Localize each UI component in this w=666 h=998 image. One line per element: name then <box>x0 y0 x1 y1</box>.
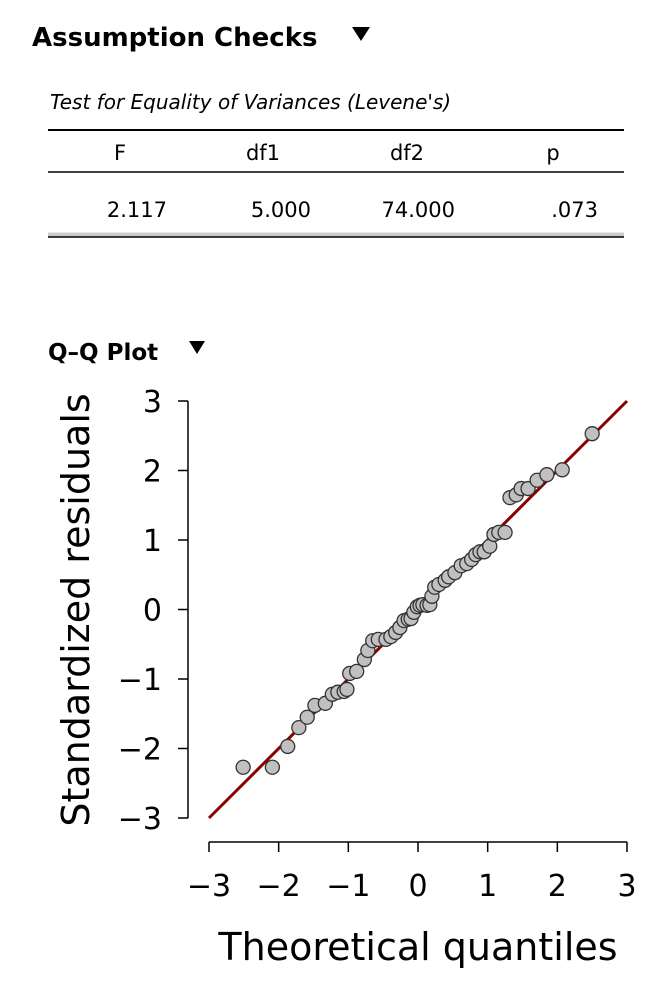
y-tick-label: 3 <box>143 385 162 420</box>
point <box>349 663 365 680</box>
point <box>584 426 600 442</box>
table-cell: .073 <box>551 198 598 222</box>
x-tick-label: −1 <box>326 869 370 904</box>
y-tick-label: −2 <box>118 733 162 768</box>
column-header: df1 <box>246 141 280 165</box>
section-title: Assumption Checks <box>32 23 317 53</box>
point <box>539 467 555 483</box>
dropdown-toggle[interactable] <box>352 27 370 41</box>
y-tick-label: 1 <box>143 524 162 559</box>
x-tick-label: −3 <box>187 869 231 904</box>
y-tick-label: −3 <box>118 802 162 837</box>
y-axis-label: Standardized residuals <box>54 393 98 826</box>
point <box>497 524 513 541</box>
point <box>339 681 355 698</box>
plot-title: Q–Q Plot <box>48 340 158 366</box>
point <box>554 462 570 478</box>
column-header: df2 <box>390 141 424 165</box>
table-title: Test for Equality of Variances (Levene's… <box>50 90 451 114</box>
x-tick-label: 3 <box>617 869 636 904</box>
y-tick-label: −1 <box>118 663 162 698</box>
column-header: F <box>114 141 126 165</box>
x-tick-label: −2 <box>257 869 301 904</box>
table-cell: 2.117 <box>107 198 167 222</box>
dropdown-toggle[interactable] <box>189 341 205 354</box>
table-cell: 5.000 <box>251 198 311 222</box>
point <box>299 709 315 725</box>
column-header: p <box>546 141 559 165</box>
table-cell: 74.000 <box>382 198 455 222</box>
x-tick-label: 1 <box>478 869 497 904</box>
point <box>280 738 296 755</box>
y-tick-label: 0 <box>143 594 162 629</box>
x-tick-label: 0 <box>408 869 427 904</box>
point <box>264 759 281 775</box>
y-tick-label: 2 <box>143 455 162 490</box>
x-axis-label: Theoretical quantiles <box>217 925 617 969</box>
point <box>291 720 307 736</box>
x-tick-label: 2 <box>548 869 567 904</box>
point <box>235 759 251 775</box>
